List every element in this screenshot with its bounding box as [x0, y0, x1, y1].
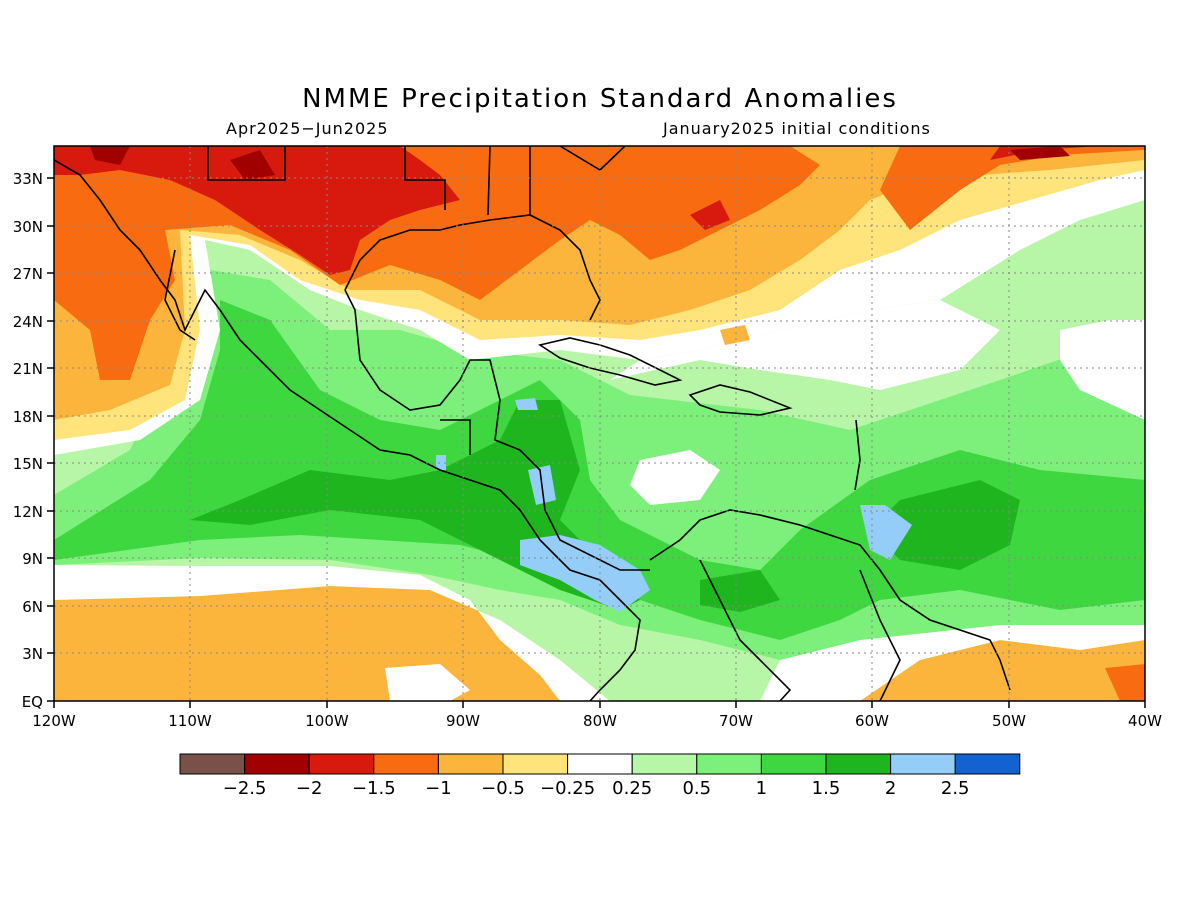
lat-tick-label: 27N: [13, 265, 43, 283]
lat-tick-label: 15N: [13, 455, 43, 473]
colorbar-swatch: [567, 753, 633, 775]
lon-tick-label: 60W: [855, 712, 889, 730]
lon-tick-label: 110W: [168, 712, 212, 730]
initial-conditions: January2025 initial conditions: [663, 119, 931, 138]
colorbar-label: 1: [756, 778, 767, 799]
lon-tick-label: 40W: [1128, 712, 1162, 730]
lat-tick-label: 18N: [13, 408, 43, 426]
lat-tick-label: 12N: [13, 503, 43, 521]
colorbar-label: −0.5: [481, 778, 525, 799]
lat-tick-label: 33N: [13, 170, 43, 188]
colorbar-label: 0.5: [682, 778, 711, 799]
lat-tick-label: 3N: [22, 645, 43, 663]
colorbar-swatch: [890, 753, 956, 775]
lon-tick-label: 70W: [719, 712, 753, 730]
lat-tick-label: 9N: [22, 550, 43, 568]
colorbar-swatch: [437, 753, 504, 775]
colorbar-swatch: [696, 753, 762, 775]
colorbar-swatch: [760, 753, 827, 775]
colorbar-swatch: [244, 753, 310, 775]
colorbar-swatch: [954, 753, 1021, 775]
lon-tick-label: 100W: [305, 712, 349, 730]
lat-tick-label: 30N: [13, 218, 43, 236]
colorbar-label: 1.5: [812, 778, 841, 799]
lon-tick-label: 80W: [583, 712, 617, 730]
colorbar-label: −2.5: [223, 778, 267, 799]
colorbar-label: 2.5: [941, 778, 970, 799]
colorbar-swatch: [308, 753, 375, 775]
map-title: NMME Precipitation Standard Anomalies: [302, 84, 898, 114]
colorbar-label: −2: [296, 778, 323, 799]
lat-tick-label: 6N: [22, 598, 43, 616]
gridlines: [54, 146, 1145, 701]
colorbar-label: −0.25: [540, 778, 595, 799]
lat-tick-label: 24N: [13, 313, 43, 331]
colorbar-swatch: [179, 753, 246, 775]
colorbar-swatch: [373, 753, 439, 775]
forecast-period: Apr2025−Jun2025: [226, 119, 389, 138]
lon-tick-label: 120W: [32, 712, 76, 730]
colorbar-label: 0.25: [612, 778, 652, 799]
colorbar-swatch: [825, 753, 892, 775]
lon-tick-label: 50W: [992, 712, 1026, 730]
colorbar: −2.5 −2 −1.5 −1 −0.5 −0.25 0.25 0.5 1 1.5 2 2.5: [179, 753, 1021, 799]
axis-ticks: [47, 177, 1146, 708]
lat-tick-label: EQ: [22, 693, 43, 711]
lon-tick-label: 90W: [446, 712, 480, 730]
colorbar-label: 2: [885, 778, 896, 799]
coastlines: [54, 146, 1011, 701]
colorbar-label: −1: [425, 778, 452, 799]
colorbar-swatch: [631, 753, 698, 775]
colorbar-label: −1.5: [352, 778, 396, 799]
colorbar-swatch: [502, 753, 569, 775]
lat-tick-label: 21N: [13, 360, 43, 378]
